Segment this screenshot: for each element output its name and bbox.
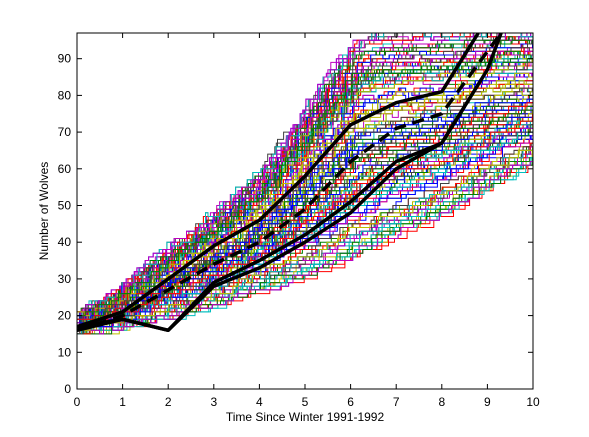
x-tick-label: 10 (526, 395, 540, 409)
y-tick-label: 90 (58, 52, 72, 66)
simulation-path (77, 157, 533, 335)
x-tick-label: 4 (256, 395, 263, 409)
simulation-path (77, 146, 533, 328)
simulation-path (77, 50, 533, 320)
y-tick-label: 40 (58, 235, 72, 249)
simulation-path (77, 116, 533, 320)
y-tick-label: 30 (58, 272, 72, 286)
lower-bound-line (77, 105, 467, 333)
y-tick-label: 0 (64, 382, 71, 396)
x-tick-label: 7 (393, 395, 400, 409)
simulation-path (77, 58, 533, 328)
upper-bound-line (77, 33, 480, 329)
y-tick-label: 80 (58, 88, 72, 102)
y-tick-label: 20 (58, 309, 72, 323)
mean-line (77, 33, 503, 332)
x-axis-label: Time Since Winter 1991-1992 (226, 410, 385, 424)
x-tick-label: 5 (302, 395, 309, 409)
y-axis-label: Number of Wolves (37, 162, 51, 260)
summary-lines (77, 33, 503, 333)
simulation-path (77, 47, 533, 317)
x-tick-label: 2 (165, 395, 172, 409)
simulation-path (77, 61, 533, 324)
x-tick-label: 3 (210, 395, 217, 409)
y-tick-label: 10 (58, 345, 72, 359)
x-tick-label: 0 (74, 395, 81, 409)
simulation-path (77, 142, 533, 331)
axes: 0 1 2 3 4 5 6 7 8 9 10 0 10 20 30 40 50 60 70 80 90 (58, 32, 540, 409)
simulation-path (77, 99, 533, 320)
y-tick-label: 70 (58, 125, 72, 139)
simulation-path (77, 33, 533, 328)
simulation-path (77, 113, 533, 324)
x-tick-label: 6 (347, 395, 354, 409)
x-tick-label: 8 (438, 395, 445, 409)
y-tick-label: 60 (58, 162, 72, 176)
x-tick-label: 1 (119, 395, 126, 409)
y-tick-label: 50 (58, 198, 72, 212)
simulation-path (77, 33, 533, 324)
simulation-path (77, 117, 533, 324)
x-tick-label: 9 (484, 395, 491, 409)
